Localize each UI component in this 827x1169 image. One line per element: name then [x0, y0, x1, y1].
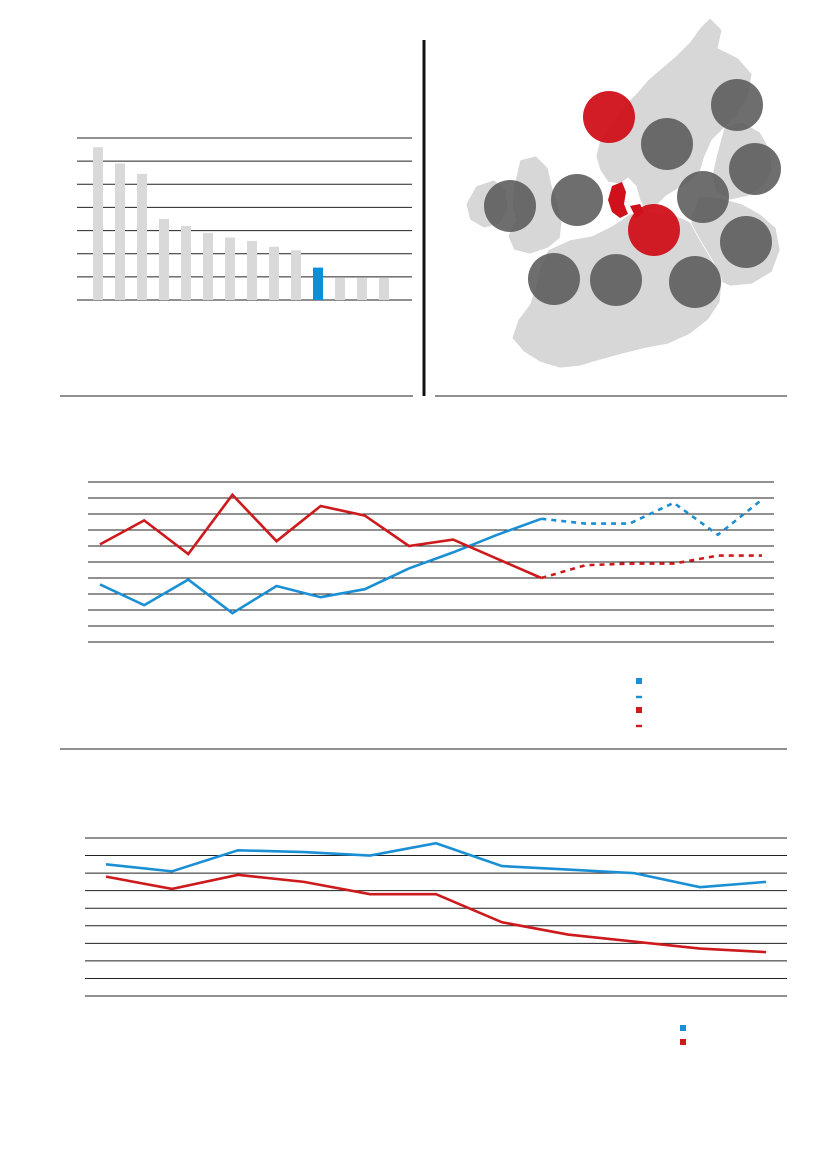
bar: [335, 278, 345, 300]
bar: [115, 163, 125, 300]
series-blue-solid: [99, 517, 542, 615]
bar: [181, 225, 191, 300]
bar-chart-bars: [93, 147, 389, 300]
series-blue-solid: [105, 841, 767, 889]
line-chart-history-grid: [85, 837, 787, 997]
bar: [269, 246, 279, 300]
map-circle-baltic-east: [720, 216, 772, 268]
line-chart-forecast-grid: [88, 481, 774, 643]
map-circle-sweden: [711, 79, 763, 131]
legend-swatch-blue-solid: [636, 678, 642, 684]
bar: [379, 278, 389, 300]
bar-chart-grid: [77, 137, 412, 301]
map-circle-france: [528, 253, 580, 305]
map-circle-east-europe: [669, 256, 721, 308]
map-circle-ireland: [484, 180, 536, 232]
bar: [137, 173, 147, 300]
legend-swatch-red-solid: [636, 707, 642, 713]
bar: [247, 240, 257, 300]
legend-swatch-red: [680, 1039, 686, 1045]
map-circle-germany-north: [628, 204, 680, 256]
map-circle-baltic-north: [677, 171, 729, 223]
bar: [93, 147, 103, 300]
map-circle-uk: [551, 174, 603, 226]
legend-forecast: [636, 678, 642, 728]
map-circle-central-europe: [590, 254, 642, 306]
map-circle-finland: [729, 143, 781, 195]
series-blue-dashed: [541, 498, 763, 537]
bar: [203, 232, 213, 300]
bar: [357, 278, 367, 300]
bar: [291, 250, 301, 300]
legend-swatch-blue: [680, 1025, 686, 1031]
europe-map: [465, 17, 781, 369]
map-circle-west-coast: [583, 91, 635, 143]
map-circle-norway: [641, 118, 693, 170]
series-red-dashed: [540, 554, 762, 580]
bar-chart: [77, 137, 412, 301]
bar-highlighted: [313, 267, 323, 300]
series-red-solid: [99, 492, 542, 580]
line-chart-forecast-series: [99, 492, 763, 615]
series-red-solid: [105, 873, 767, 954]
denmark-icon: [608, 182, 644, 218]
line-chart-forecast: [88, 481, 774, 728]
bar: [225, 237, 235, 300]
line-chart-history-series: [105, 841, 767, 954]
legend-history: [680, 1025, 686, 1045]
map-region-circles: [484, 79, 781, 308]
bar: [159, 219, 169, 300]
line-chart-history: [85, 837, 787, 1045]
